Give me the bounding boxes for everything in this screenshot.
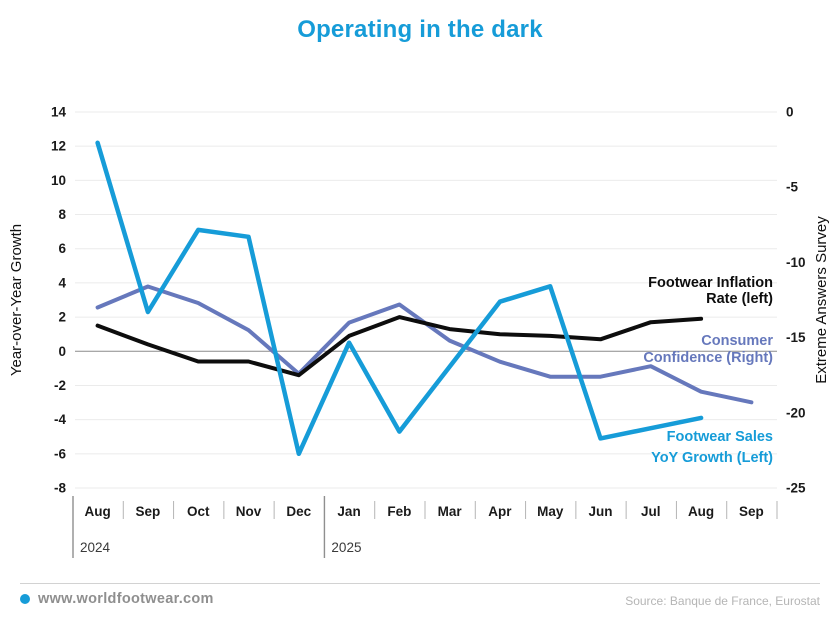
month-label: Sep: [136, 504, 161, 519]
left-axis-tick: -6: [54, 446, 66, 461]
right-axis-title: Extreme Answers Survey: [813, 216, 830, 384]
series-label-footwear-inflation: Rate (left): [706, 291, 773, 307]
footer-branding: www.worldfootwear.com: [20, 591, 214, 607]
month-label: Nov: [236, 504, 262, 519]
right-axis-tick: -15: [786, 330, 806, 345]
month-label: May: [537, 504, 564, 519]
month-label: Aug: [688, 504, 714, 519]
right-axis-tick: -25: [786, 481, 806, 496]
month-label: Jun: [588, 504, 612, 519]
footer-divider: [20, 583, 820, 584]
year-label: 2024: [80, 540, 111, 555]
left-axis-tick: -4: [54, 412, 66, 427]
series-label-consumer-confidence: Confidence (Right): [643, 350, 773, 366]
series-label-consumer-confidence: Consumer: [701, 333, 773, 349]
left-axis-tick: -8: [54, 481, 66, 496]
left-axis-tick: 6: [58, 241, 66, 256]
month-label: Jan: [337, 504, 360, 519]
month-label: Jul: [641, 504, 661, 519]
left-axis-tick: 10: [51, 173, 66, 188]
month-label: Dec: [286, 504, 311, 519]
left-axis-tick: 12: [51, 139, 66, 154]
left-axis-tick: 2: [58, 310, 66, 325]
series-label-footwear-sales: YoY Growth (Left): [651, 450, 773, 466]
month-label: Aug: [85, 504, 111, 519]
series-label-footwear-inflation: Footwear Inflation: [648, 275, 773, 291]
right-axis-tick: 0: [786, 105, 794, 120]
right-axis-tick: -10: [786, 255, 806, 270]
left-axis-tick: 0: [58, 344, 66, 359]
line-consumer-confidence: [95, 284, 754, 405]
left-axis-tick: 4: [58, 275, 66, 290]
footer-site-link[interactable]: www.worldfootwear.com: [38, 591, 214, 607]
series-label-footwear-sales: Footwear Sales: [667, 429, 773, 445]
footer-source-text: Source: Banque de France, Eurostat: [625, 594, 820, 608]
bullet-dot-icon: [20, 594, 30, 604]
left-axis-tick: 8: [58, 207, 66, 222]
month-label: Sep: [739, 504, 764, 519]
year-label: 2025: [331, 540, 361, 555]
month-label: Mar: [438, 504, 463, 519]
month-label: Feb: [387, 504, 411, 519]
line-footwear-sales: [95, 140, 704, 457]
chart-canvas: 14 12 10 8 6 4 2 0 -2 -4 -6 -8 0 -5 -10 -15 -20 -25 Aug Sep…: [8, 105, 830, 558]
month-label: Apr: [488, 504, 512, 519]
left-axis-tick: 14: [51, 105, 67, 120]
chart-title: Operating in the dark: [297, 16, 543, 43]
right-axis-tick: -20: [786, 405, 806, 420]
line-footwear-inflation: [95, 315, 704, 378]
right-axis-tick: -5: [786, 180, 798, 195]
month-label: Oct: [187, 504, 210, 519]
left-axis-tick: -2: [54, 378, 66, 393]
left-axis-title: Year-over-Year Growth: [8, 224, 25, 376]
